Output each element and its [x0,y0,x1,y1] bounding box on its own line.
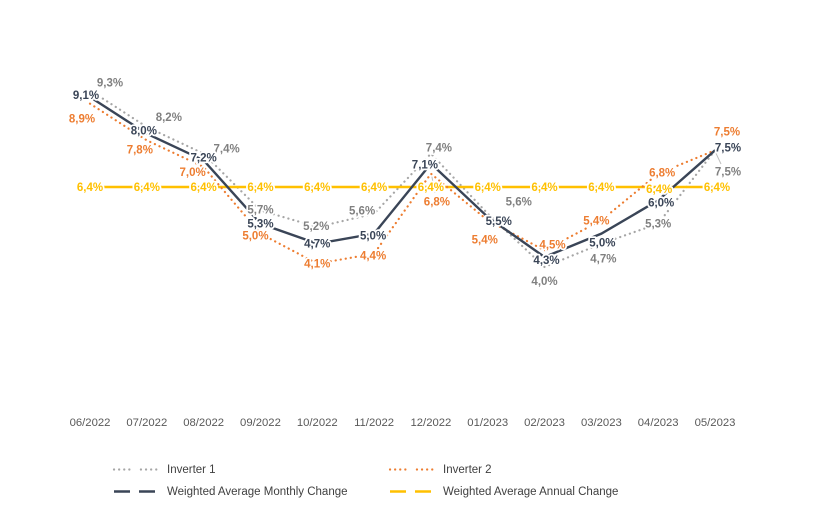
data-label: 5,0% [242,231,268,243]
data-label: 9,3% [97,77,123,89]
x-axis-label: 09/2022 [240,417,281,429]
data-label: 6,4% [77,182,103,194]
data-label: 7,2% [191,152,217,164]
legend-label: Weighted Average Monthly Change [167,485,348,498]
data-label: 5,6% [349,206,375,218]
legend-item-inverter-2[interactable]: Inverter 2 [388,459,618,480]
x-axis-label: 04/2023 [637,417,679,429]
series-line-weighted-average-monthly-change[interactable] [89,95,716,259]
data-label: 6,4% [134,182,160,194]
legend-label: Inverter 1 [167,463,216,476]
data-label: 5,3% [645,219,671,231]
data-label: 4,5% [539,239,565,251]
data-label: 6,4% [531,182,557,194]
data-label: 6,0% [648,197,674,209]
series-line-inverter-2[interactable] [88,102,717,265]
x-axis-label: 12/2022 [410,417,452,429]
dashed-line-swatch-icon [114,490,158,493]
x-axis-label: 05/2023 [694,417,736,429]
data-label: 6,4% [418,182,444,194]
data-label: 4,3% [533,255,559,267]
x-axis-label: 02/2023 [524,417,565,429]
x-axis-label: 08/2022 [183,417,225,429]
data-label: 7,8% [127,144,153,156]
data-label: 6,8% [424,197,450,209]
data-label: 6,4% [191,182,217,194]
legend-item-inverter-1[interactable]: Inverter 1 [112,459,388,480]
x-axis-label: 01/2023 [467,417,509,429]
legend-item-weighted-average-annual-change[interactable]: Weighted Average Annual Change [388,481,618,502]
data-label: 8,9% [69,114,95,126]
data-label: 7,5% [714,126,740,138]
data-label: 5,5% [486,216,512,228]
data-label: 5,6% [506,197,532,209]
data-label: 6,4% [361,182,387,194]
chart-legend: Inverter 1 Inverter 2 Weighted Average M… [112,459,618,502]
data-label: 6,8% [649,168,675,180]
legend-label: Inverter 2 [443,463,492,476]
data-label: 6,4% [588,182,614,194]
data-label: 4,7% [590,254,616,266]
x-axis-label: 03/2023 [580,417,622,429]
x-axis: 06/2022 07/2022 08/2022 09/2022 10/2022 11/20… [0,417,820,433]
data-label: 8,2% [156,112,182,124]
data-label: 5,0% [589,238,615,250]
dotted-line-swatch-icon [112,468,160,471]
data-label: 7,4% [426,143,452,155]
series-line-inverter-1[interactable] [88,89,717,269]
data-label: 7,4% [214,144,240,156]
dashed-line-swatch-icon [390,490,434,493]
dotted-line-swatch-icon [388,468,436,471]
data-label: 7,5% [715,142,741,154]
data-label: 5,4% [472,234,498,246]
x-axis-label: 11/2022 [354,417,395,429]
data-label: 4,7% [304,239,330,251]
data-label: 6,4% [304,182,330,194]
data-label: 5,0% [360,231,386,243]
data-label: 6,4% [247,182,273,194]
legend-item-weighted-average-monthly-change[interactable]: Weighted Average Monthly Change [112,481,388,502]
data-label: 4,4% [360,251,386,263]
data-label: 4,1% [304,259,330,271]
data-label: 7,1% [412,160,438,172]
label-leader-line [431,176,436,194]
label-leader-line [715,153,722,165]
data-label: 4,0% [531,276,557,288]
data-label: 7,0% [180,167,206,179]
x-axis-label: 07/2022 [126,417,168,429]
data-label: 5,3% [247,219,273,231]
x-axis-label: 06/2022 [69,417,111,429]
legend-label: Weighted Average Annual Change [443,485,619,498]
data-label: 6,4% [704,182,730,194]
data-label: 6,4% [475,182,501,194]
data-label: 7,5% [715,166,741,178]
x-axis-label: 10/2022 [296,417,338,429]
data-label: 5,4% [583,215,609,227]
line-chart-plot-area[interactable]: 6,4% 6,4% 6,4% 6,4% 6,4% 6,4% 6,4% 6,4% 6,4% 6,4%… [0,0,820,452]
data-label: 8,0% [131,126,157,138]
data-label: 6,4% [646,184,672,196]
data-label: 5,2% [303,221,329,233]
data-label: 9,1% [73,90,99,102]
data-label: 5,7% [247,204,273,216]
